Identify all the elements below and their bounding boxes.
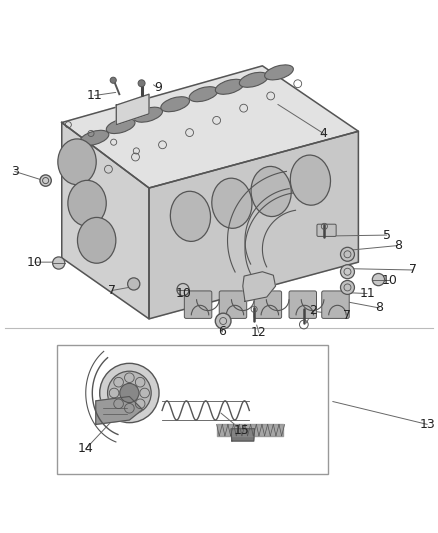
Text: 10: 10 bbox=[176, 287, 192, 300]
Text: 9: 9 bbox=[154, 81, 162, 94]
FancyBboxPatch shape bbox=[289, 291, 317, 318]
Circle shape bbox=[138, 80, 145, 87]
Text: 7: 7 bbox=[108, 284, 116, 297]
Text: 12: 12 bbox=[251, 326, 267, 340]
Text: 6: 6 bbox=[219, 326, 226, 338]
Ellipse shape bbox=[290, 155, 331, 205]
Ellipse shape bbox=[251, 166, 291, 216]
Circle shape bbox=[340, 280, 354, 294]
Ellipse shape bbox=[239, 72, 268, 87]
Ellipse shape bbox=[106, 118, 135, 134]
Circle shape bbox=[340, 247, 354, 261]
Circle shape bbox=[372, 273, 385, 286]
FancyBboxPatch shape bbox=[184, 291, 212, 318]
Text: 5: 5 bbox=[383, 229, 391, 241]
Ellipse shape bbox=[212, 178, 252, 228]
Polygon shape bbox=[231, 429, 254, 441]
Text: 3: 3 bbox=[11, 165, 18, 178]
FancyBboxPatch shape bbox=[219, 291, 247, 318]
Text: 11: 11 bbox=[359, 287, 375, 300]
Polygon shape bbox=[62, 123, 149, 319]
Circle shape bbox=[177, 284, 189, 296]
Text: 2: 2 bbox=[309, 304, 317, 318]
Circle shape bbox=[120, 383, 139, 402]
Text: 11: 11 bbox=[87, 89, 102, 102]
Circle shape bbox=[127, 278, 140, 290]
Text: 7: 7 bbox=[343, 309, 351, 322]
Text: 8: 8 bbox=[394, 239, 402, 252]
Ellipse shape bbox=[161, 96, 190, 112]
Text: 14: 14 bbox=[78, 442, 94, 455]
FancyBboxPatch shape bbox=[317, 224, 336, 237]
Circle shape bbox=[100, 364, 159, 423]
Ellipse shape bbox=[78, 217, 116, 263]
Text: 4: 4 bbox=[320, 127, 328, 140]
Text: 8: 8 bbox=[375, 302, 383, 314]
Circle shape bbox=[110, 77, 116, 83]
Circle shape bbox=[340, 265, 354, 279]
Polygon shape bbox=[62, 66, 358, 188]
Ellipse shape bbox=[80, 130, 109, 146]
Polygon shape bbox=[149, 131, 358, 319]
Circle shape bbox=[40, 175, 51, 186]
Ellipse shape bbox=[215, 79, 244, 94]
Ellipse shape bbox=[189, 87, 218, 102]
Text: 10: 10 bbox=[382, 274, 398, 287]
Ellipse shape bbox=[170, 191, 211, 241]
Polygon shape bbox=[116, 94, 149, 125]
FancyBboxPatch shape bbox=[254, 291, 282, 318]
Bar bbox=[57, 345, 328, 474]
Text: 15: 15 bbox=[233, 424, 249, 437]
Polygon shape bbox=[243, 272, 276, 301]
Circle shape bbox=[53, 257, 65, 269]
Text: 7: 7 bbox=[409, 263, 417, 277]
Circle shape bbox=[215, 313, 231, 329]
FancyBboxPatch shape bbox=[322, 291, 349, 318]
Ellipse shape bbox=[265, 65, 293, 80]
Text: 13: 13 bbox=[420, 418, 435, 431]
Ellipse shape bbox=[58, 139, 96, 185]
Polygon shape bbox=[96, 397, 142, 424]
Circle shape bbox=[108, 371, 151, 415]
Text: 10: 10 bbox=[27, 256, 42, 269]
Ellipse shape bbox=[134, 107, 162, 122]
Ellipse shape bbox=[68, 180, 106, 226]
